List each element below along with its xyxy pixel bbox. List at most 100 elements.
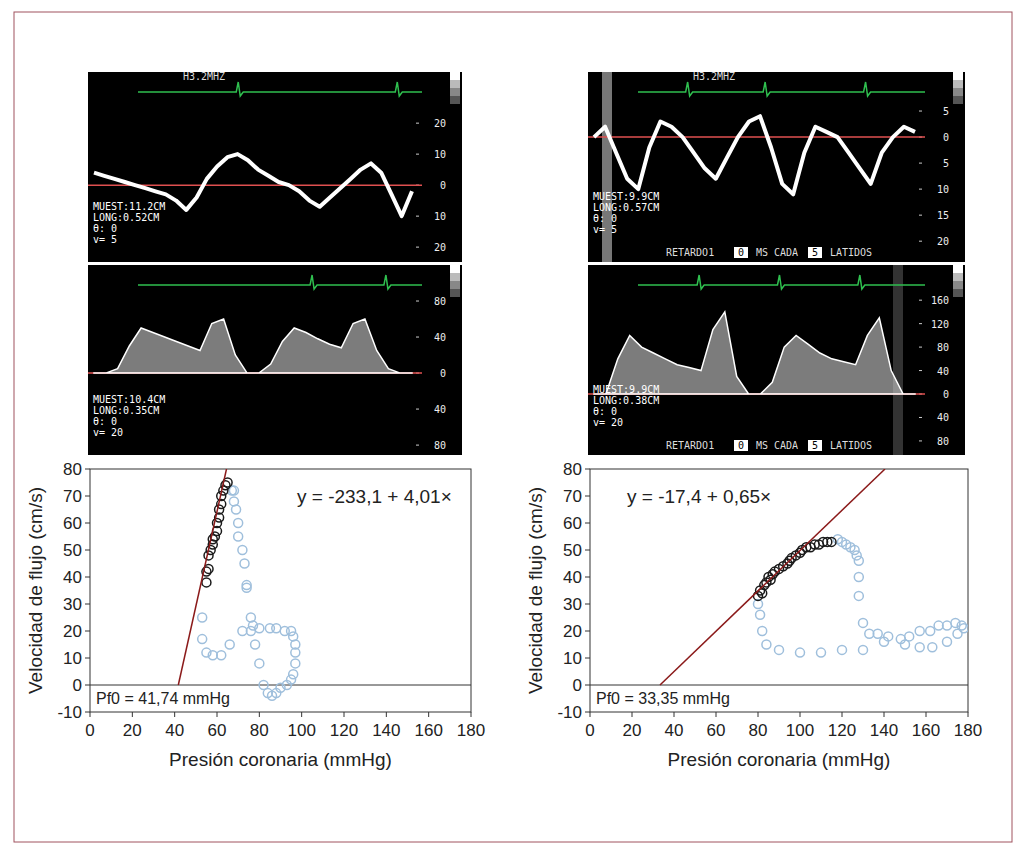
tick [416, 301, 419, 302]
info-text: θ: 0 [93, 416, 117, 427]
scatter-chart: 020406080100120140160180-100102030405060… [525, 460, 982, 770]
plot-frame [590, 469, 968, 712]
label-bg [92, 688, 248, 708]
point [880, 637, 889, 646]
doppler-panel: 505101520H3.2MHZMUEST:9.9CMLONG:0.57CMθ:… [588, 71, 965, 262]
x-tick-label: 80 [250, 721, 269, 740]
x-axis-label: Presión coronaria (mmHg) [169, 749, 392, 770]
y-tick-label: 40 [563, 568, 582, 587]
footer-text: 0 [738, 440, 744, 451]
x-tick [842, 712, 843, 717]
gray-strip [953, 80, 963, 88]
x-tick-label: 20 [123, 721, 142, 740]
tick-label: 40 [434, 332, 446, 343]
tick [919, 347, 922, 348]
point [943, 621, 952, 630]
gray-strip [450, 96, 460, 104]
tick-label: 0 [440, 368, 446, 379]
x-tick [800, 712, 801, 717]
tick-label: 0 [943, 132, 949, 143]
x-tick-label: 0 [85, 721, 94, 740]
tick [919, 370, 922, 371]
gray-strip [953, 265, 963, 273]
x-tick [758, 712, 759, 717]
y-tick-label: 80 [63, 460, 82, 479]
point [854, 556, 863, 565]
tick [919, 241, 922, 242]
tick [919, 323, 922, 324]
y-tick-label: 70 [63, 487, 82, 506]
x-tick [132, 712, 133, 717]
panel-bg [588, 265, 965, 455]
tick-label: 80 [937, 342, 949, 353]
y-tick [585, 685, 590, 686]
velocity-trace [594, 116, 915, 194]
footer-text: MS CADA [756, 247, 798, 258]
y-tick-label: 50 [563, 541, 582, 560]
point [915, 627, 924, 636]
scatter-chart: 020406080100120140160180-100102030405060… [25, 460, 485, 770]
ecg-line [638, 82, 925, 96]
marks [178, 469, 300, 700]
point [242, 583, 251, 592]
y-tick [585, 631, 590, 632]
tick-label: 5 [943, 106, 949, 117]
point [873, 629, 882, 638]
point [240, 559, 249, 568]
doppler-panel: 160120804004080MUEST:9.9CMLONG:0.38CMθ: … [588, 265, 965, 455]
y-tick-label: 30 [563, 595, 582, 614]
panel-bg [88, 72, 462, 262]
point [854, 591, 863, 600]
x-tick-label: 80 [749, 721, 768, 740]
trace-group [94, 154, 412, 216]
point [838, 645, 847, 654]
footer-box [734, 247, 748, 258]
x-tick [632, 712, 633, 717]
y-tick-label: 0 [573, 676, 582, 695]
point [238, 546, 247, 555]
tick-label: 40 [434, 404, 446, 415]
y-tick [585, 496, 590, 497]
y-axis-label: Velocidad de flujo (cm/s) [525, 487, 546, 694]
point [272, 624, 281, 633]
y-tick [85, 577, 90, 578]
info-text: MUEST:9.9CM [593, 191, 659, 202]
y-tick-label: -10 [557, 703, 582, 722]
point [756, 610, 765, 619]
doppler-panel: 201001020H3.2MHZMUEST:11.2CMLONG:0.52CMθ… [88, 71, 462, 262]
panel-bg [588, 72, 965, 262]
footer-text: MS CADA [756, 440, 798, 451]
velocity-trace [94, 154, 412, 216]
point [255, 659, 264, 668]
y-tick [585, 577, 590, 578]
y-tick-label: 60 [63, 514, 82, 533]
y-tick [85, 523, 90, 524]
point [198, 613, 207, 622]
gray-strip [450, 281, 460, 289]
tick-label: 10 [937, 184, 949, 195]
x-tick-label: 180 [954, 721, 982, 740]
info-text: v= 5 [593, 224, 617, 235]
x-tick [344, 712, 345, 717]
tick [416, 445, 419, 446]
ecg-line [138, 275, 422, 289]
y-tick [85, 658, 90, 659]
footer-text: 0 [738, 247, 744, 258]
point [234, 519, 243, 528]
info-text: MUEST:11.2CM [93, 201, 165, 212]
y-tick-label: 80 [563, 460, 582, 479]
info-text: MUEST:9.9CM [593, 384, 659, 395]
info-text: θ: 0 [593, 213, 617, 224]
x-tick [674, 712, 675, 717]
figure: 201001020H3.2MHZMUEST:11.2CMLONG:0.52CMθ… [0, 0, 1024, 857]
equation: y = -233,1 + 4,01× [297, 486, 452, 507]
x-tick-label: 140 [870, 721, 898, 740]
y-tick [85, 631, 90, 632]
x-tick-label: 40 [665, 721, 684, 740]
figure-frame [14, 12, 1012, 842]
ecg-line [638, 275, 925, 289]
footer-text: LATIDOS [830, 440, 872, 451]
point [291, 659, 300, 668]
gray-strip [450, 273, 460, 281]
y-tick-label: 30 [63, 595, 82, 614]
